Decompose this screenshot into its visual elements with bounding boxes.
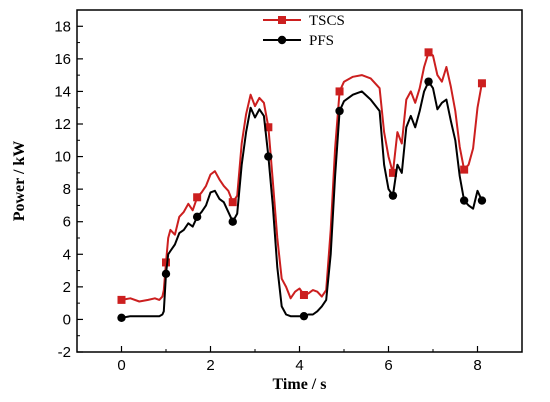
data-point [335, 87, 344, 96]
data-point [424, 77, 433, 86]
data-point [228, 198, 237, 207]
y-tick-label: 4 [63, 246, 71, 263]
data-point [117, 295, 126, 304]
data-point [228, 217, 237, 226]
legend-label: TSCS [309, 13, 345, 29]
data-point [299, 311, 309, 321]
y-tick-label: 0 [63, 311, 71, 328]
data-point [459, 196, 469, 205]
legend-label: PFS [309, 33, 334, 49]
y-tick-label: 10 [54, 149, 71, 166]
legend: TSCS PFS [263, 13, 345, 49]
y-tick-label: 16 [54, 51, 71, 68]
y-tick-label: 2 [63, 279, 71, 296]
y-tick-label: -2 [58, 344, 71, 361]
x-tick-label: 6 [384, 357, 392, 374]
data-point [424, 48, 433, 57]
data-point [299, 291, 308, 299]
x-tick-label: 0 [117, 357, 125, 374]
y-axis-title: Power / kW [11, 141, 28, 222]
x-axis-title: Time / s [273, 376, 327, 393]
y-tick-label: 18 [54, 18, 71, 35]
data-point [264, 123, 273, 132]
data-point [460, 165, 469, 174]
data-point [162, 258, 170, 267]
y-tick-label: 6 [63, 214, 71, 231]
data-point [161, 269, 171, 279]
data-point [477, 79, 486, 88]
series-layer [117, 48, 487, 322]
data-point [264, 152, 273, 161]
x-axis-ticks: 0 2 4 6 8 [117, 346, 482, 374]
data-point [193, 193, 202, 202]
data-point [388, 168, 397, 177]
series-line-tscs [121, 51, 483, 303]
x-tick-label: 8 [473, 357, 481, 374]
data-point [335, 106, 344, 116]
y-tick-label: 14 [54, 83, 71, 100]
series-line-pfs [121, 80, 483, 319]
y-axis-ticks: -2 0 2 4 6 8 10 12 14 16 18 [54, 18, 83, 361]
data-point [192, 212, 202, 222]
data-point [477, 196, 487, 205]
series-pfs [117, 77, 487, 322]
data-point [388, 191, 398, 200]
legend-marker [278, 16, 286, 24]
x-tick-label: 2 [206, 357, 214, 374]
y-tick-label: 12 [54, 116, 71, 133]
y-tick-label: 8 [63, 181, 71, 198]
x-tick-label: 4 [295, 357, 303, 374]
legend-marker [277, 35, 287, 45]
series-tscs [117, 48, 486, 304]
data-point [117, 313, 126, 322]
